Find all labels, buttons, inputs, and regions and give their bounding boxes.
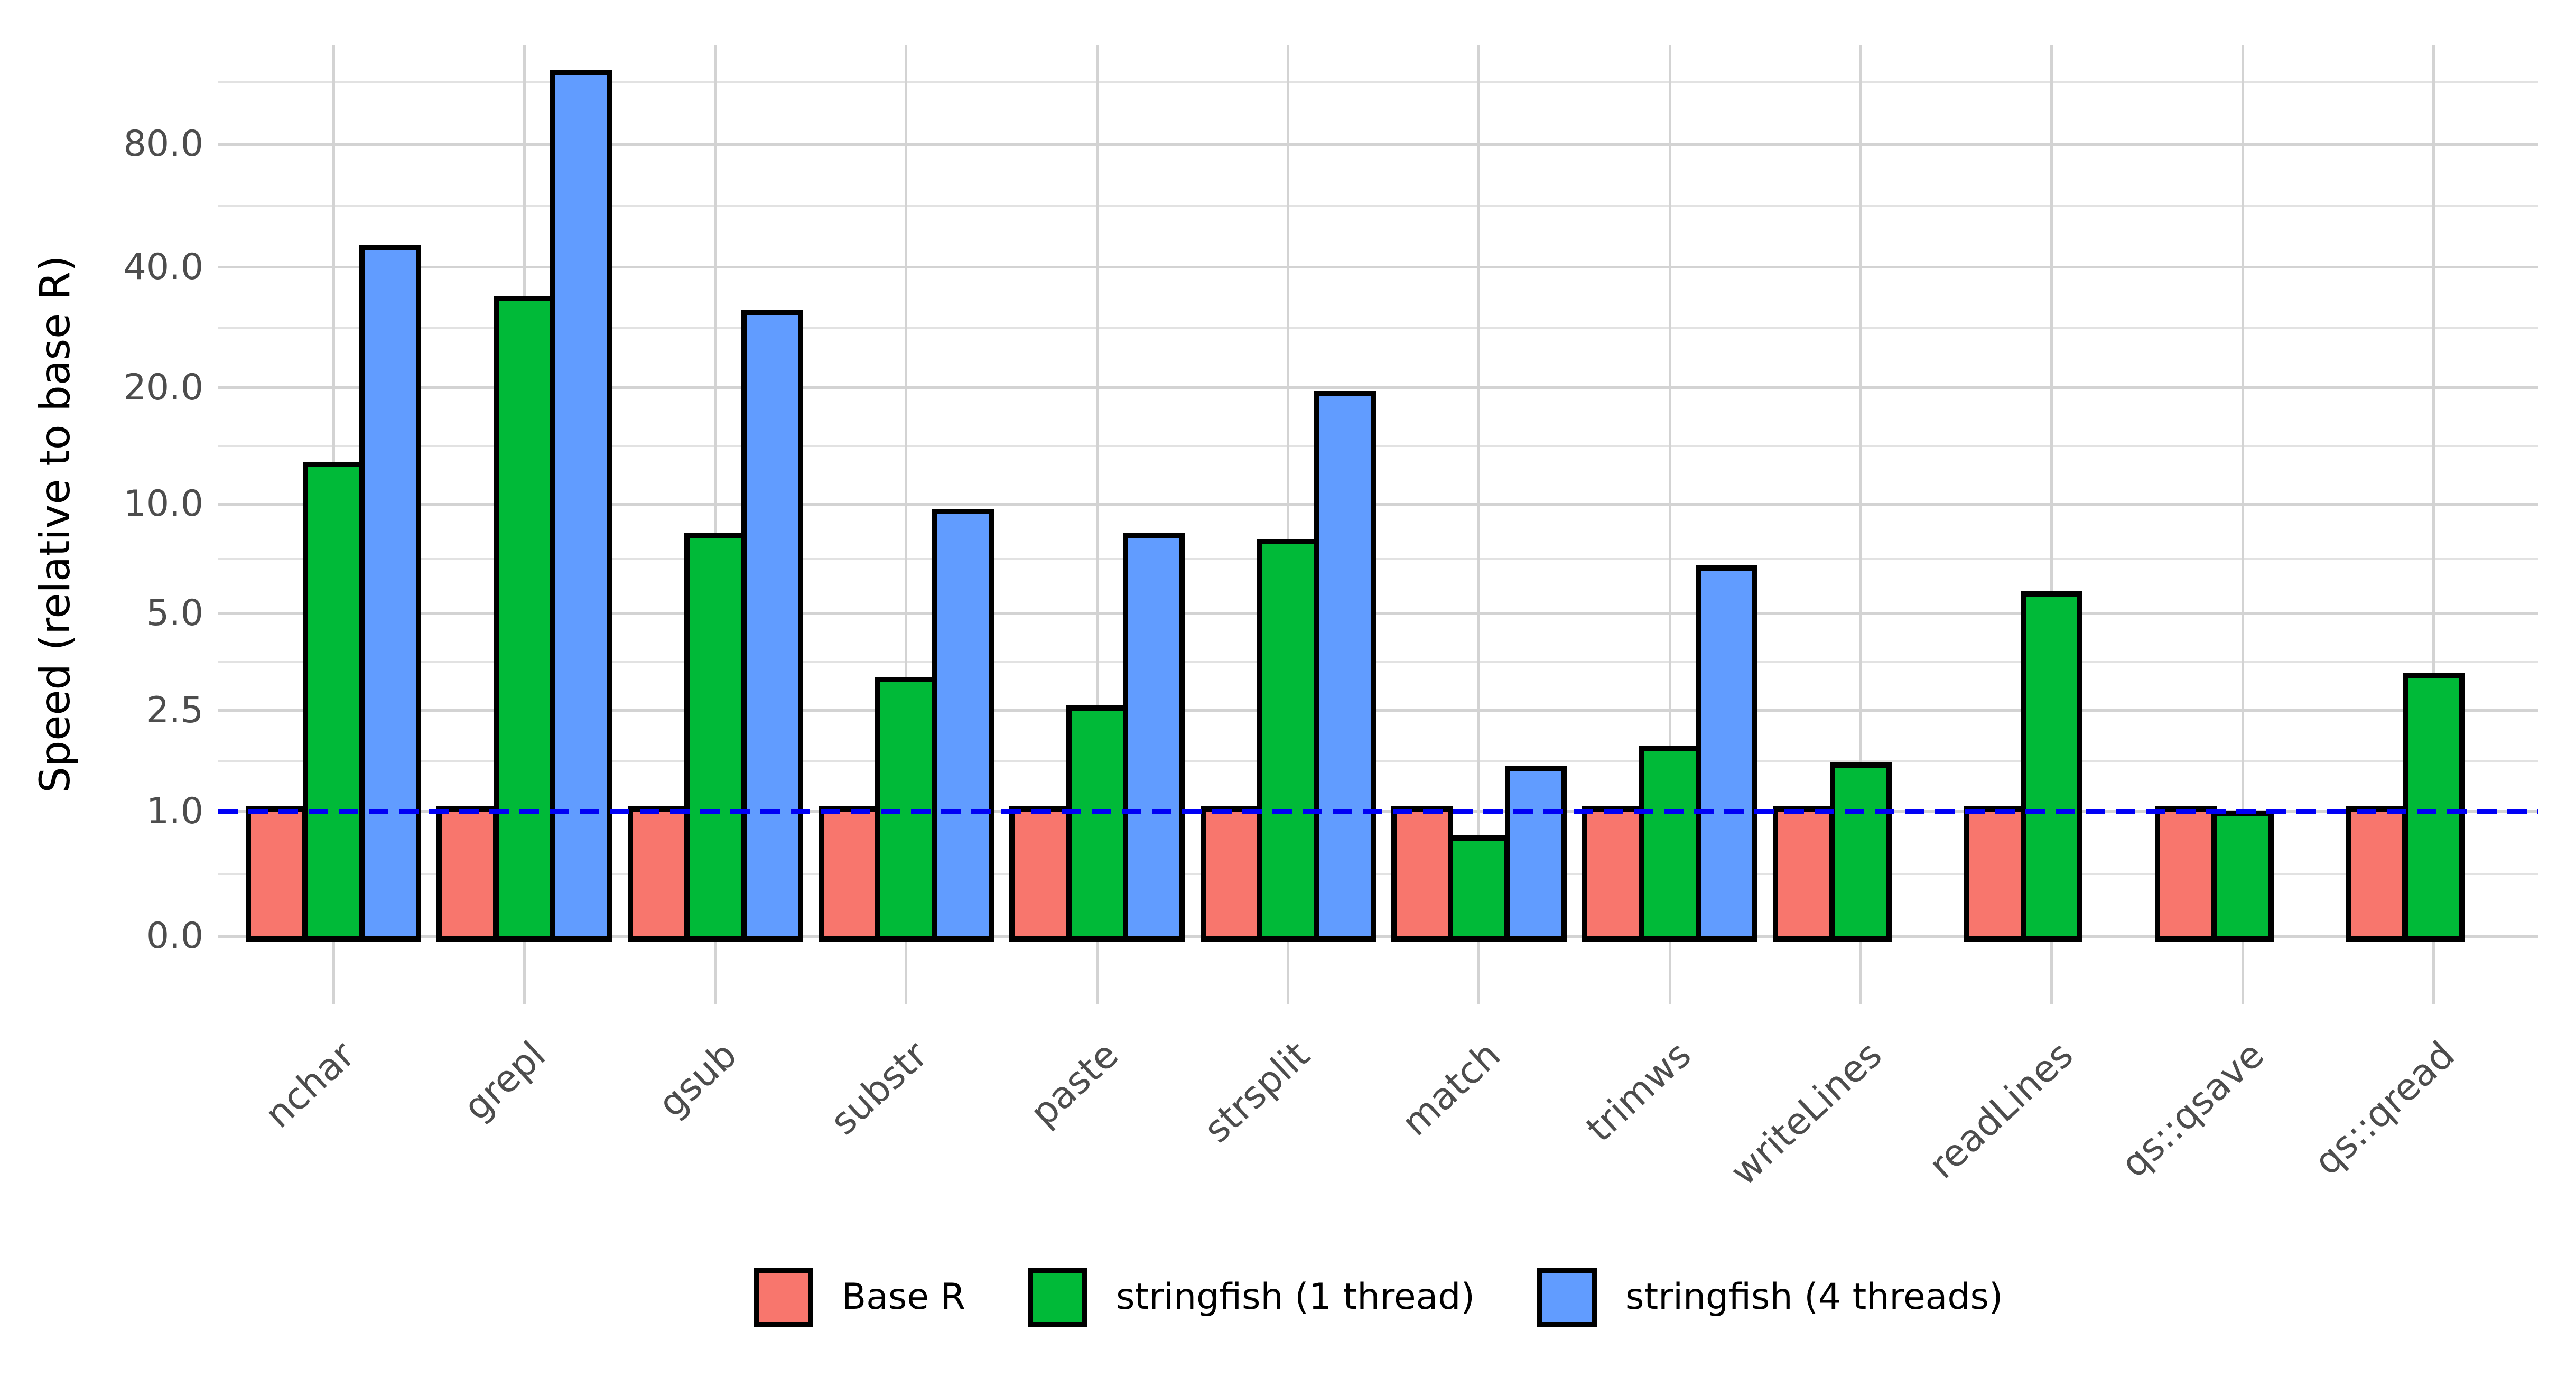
gridline-vertical bbox=[1095, 45, 1099, 1004]
y-tick-label: 2.5 bbox=[146, 689, 203, 731]
bar-stringfish-4-threads- bbox=[550, 70, 612, 942]
bar-stringfish-4-threads- bbox=[932, 509, 994, 942]
bar-base-r bbox=[818, 806, 880, 942]
gridline-vertical bbox=[2432, 45, 2435, 1004]
legend-swatch bbox=[1537, 1267, 1597, 1327]
gridline-major bbox=[218, 612, 2538, 615]
gridline-vertical bbox=[1477, 45, 1481, 1004]
gridline-major bbox=[218, 935, 2538, 938]
gridline-major bbox=[218, 709, 2538, 712]
bar-base-r bbox=[1200, 806, 1262, 942]
bar-stringfish-1-thread- bbox=[684, 533, 747, 942]
bar-base-r bbox=[246, 806, 308, 942]
y-tick-label: 20.0 bbox=[123, 366, 203, 408]
bar-base-r bbox=[627, 806, 690, 942]
bar-base-r bbox=[1773, 806, 1835, 942]
bar-stringfish-1-thread- bbox=[1257, 539, 1319, 942]
bar-stringfish-4-threads- bbox=[1504, 766, 1567, 942]
bar-base-r bbox=[1964, 806, 2026, 942]
gridline-major bbox=[218, 386, 2538, 389]
y-tick-label: 40.0 bbox=[123, 246, 203, 288]
bar-base-r bbox=[1582, 806, 1644, 942]
y-tick-label: 5.0 bbox=[146, 592, 203, 634]
y-axis-title: Speed (relative to base R) bbox=[32, 255, 79, 793]
gridline-minor bbox=[218, 660, 2538, 663]
gridline-major bbox=[218, 266, 2538, 269]
gridline-minor bbox=[218, 557, 2538, 560]
gridline-vertical bbox=[1668, 45, 1671, 1004]
bar-base-r bbox=[1391, 806, 1453, 942]
bar-stringfish-1-thread- bbox=[1066, 705, 1128, 942]
gridline-vertical bbox=[1859, 45, 1862, 1004]
bar-stringfish-1-thread- bbox=[2211, 811, 2274, 942]
legend-item: stringfish (4 threads) bbox=[1537, 1265, 2003, 1329]
bar-stringfish-1-thread- bbox=[1448, 835, 1510, 942]
gridline-minor bbox=[218, 872, 2538, 875]
gridline-major bbox=[218, 143, 2538, 146]
bar-stringfish-1-thread- bbox=[2402, 672, 2465, 942]
bar-base-r bbox=[2155, 806, 2217, 942]
bar-stringfish-4-threads- bbox=[1314, 391, 1376, 942]
legend: Base R stringfish (1 thread) stringfish (4… bbox=[218, 1265, 2538, 1329]
gridline-minor bbox=[218, 326, 2538, 329]
bar-stringfish-1-thread- bbox=[2021, 591, 2083, 942]
legend-item: Base R bbox=[753, 1265, 965, 1329]
gridline-major bbox=[218, 502, 2538, 506]
gridline-vertical bbox=[1287, 45, 1289, 1004]
reference-line-1x bbox=[218, 809, 2538, 814]
gridline-vertical bbox=[905, 45, 908, 1004]
bar-base-r bbox=[436, 806, 499, 942]
bar-stringfish-4-threads- bbox=[741, 309, 803, 942]
legend-label: stringfish (4 threads) bbox=[1625, 1276, 2003, 1318]
gridline-minor bbox=[218, 204, 2538, 207]
bar-stringfish-1-thread- bbox=[302, 462, 365, 942]
gridline-vertical bbox=[2241, 45, 2244, 1004]
y-tick-label: 80.0 bbox=[123, 123, 203, 165]
gridline-vertical bbox=[714, 45, 717, 1004]
bar-stringfish-4-threads- bbox=[359, 245, 421, 942]
bar-base-r bbox=[2346, 806, 2408, 942]
y-tick-label: 0.0 bbox=[146, 915, 203, 957]
bar-stringfish-4-threads- bbox=[1696, 565, 1758, 942]
plot-panel bbox=[218, 45, 2538, 1004]
gridline-vertical bbox=[2050, 45, 2053, 1004]
bar-base-r bbox=[1009, 806, 1072, 942]
bar-stringfish-4-threads- bbox=[1123, 533, 1185, 942]
legend-item: stringfish (1 thread) bbox=[1028, 1265, 1475, 1329]
gridline-minor bbox=[218, 81, 2538, 84]
legend-label: stringfish (1 thread) bbox=[1116, 1276, 1475, 1318]
y-tick-label: 10.0 bbox=[123, 483, 203, 525]
bar-stringfish-1-thread- bbox=[493, 295, 555, 942]
legend-swatch bbox=[1028, 1267, 1087, 1327]
gridline-minor bbox=[218, 445, 2538, 448]
legend-swatch bbox=[753, 1267, 813, 1327]
gridline-minor bbox=[218, 760, 2538, 762]
bar-stringfish-1-thread- bbox=[1829, 762, 1892, 942]
bar-stringfish-1-thread- bbox=[1639, 745, 1701, 942]
y-tick-label: 1.0 bbox=[146, 790, 203, 832]
legend-label: Base R bbox=[841, 1276, 965, 1318]
